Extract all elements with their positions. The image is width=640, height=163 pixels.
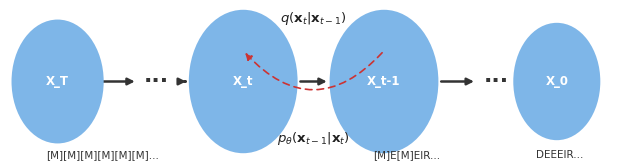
Text: X_t: X_t — [233, 75, 253, 88]
Text: $q(\mathbf{x}_t|\mathbf{x}_{t-1})$: $q(\mathbf{x}_t|\mathbf{x}_{t-1})$ — [280, 10, 347, 27]
Text: X_t-1: X_t-1 — [367, 75, 401, 88]
Text: ···: ··· — [483, 72, 509, 91]
Text: [M][M][M][M][M][M]...: [M][M][M][M][M][M]... — [46, 150, 159, 160]
Ellipse shape — [189, 10, 298, 153]
Text: X_0: X_0 — [545, 75, 568, 88]
Ellipse shape — [513, 23, 600, 140]
Text: X_T: X_T — [46, 75, 69, 88]
Text: DEEEIR...: DEEEIR... — [536, 150, 584, 160]
Text: ···: ··· — [144, 72, 170, 91]
Ellipse shape — [12, 20, 104, 143]
Text: [M]E[M]EIR...: [M]E[M]EIR... — [373, 150, 440, 160]
Ellipse shape — [330, 10, 438, 153]
Text: $p_\theta(\mathbf{x}_{t-1}|\mathbf{x}_t)$: $p_\theta(\mathbf{x}_{t-1}|\mathbf{x}_t)… — [277, 130, 350, 147]
